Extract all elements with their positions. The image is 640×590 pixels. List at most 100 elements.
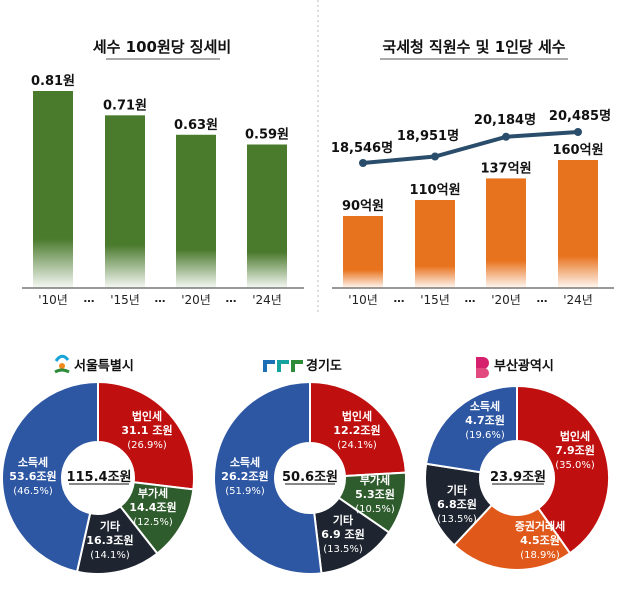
slice-pct: (35.0%) (555, 460, 595, 471)
slice-name: 기타 (333, 513, 354, 527)
x-tick-label: '20년 (491, 293, 521, 307)
bar-value-labels: 90억원 110억원 137억원 160억원 (342, 143, 604, 214)
gap-marker: … (226, 292, 237, 305)
bars (33, 91, 287, 288)
line-point (359, 159, 367, 167)
bars (343, 160, 598, 288)
line-value-label: 20,184명 (474, 112, 536, 128)
slice-name: 소득세 (230, 455, 260, 469)
slice-pct: (12.5%) (133, 517, 173, 528)
slice-label: 소득세 26.2조원 (51.9%) (221, 455, 268, 497)
slice-name: 증권거래세 (515, 519, 566, 533)
line-value-labels: 18,546명 18,951명 20,184명 20,485명 (331, 108, 611, 156)
slice-pct: (14.1%) (90, 550, 130, 561)
slice-amount: 14.4조원 (129, 500, 176, 514)
gyeonggi-donut-chart: 경기도 50.6조원 법인세 12.2조원 (24.1%) 부가세 5.3조원 … (213, 358, 407, 575)
slice-label: 소득세 4.7조원 (19.6%) (465, 399, 505, 441)
slices (1, 380, 195, 575)
value-label: 0.81원 (31, 74, 75, 89)
donut-total: 50.6조원 (282, 470, 338, 485)
slice-labels: 법인세 7.9조원 (35.0%) 증권거래세 4.5조원 (18.9%) 기타… (437, 399, 595, 561)
slice-amount: 26.2조원 (221, 469, 268, 483)
value-label: 0.71원 (103, 98, 147, 113)
x-tick-labels: '10년 '15년 '20년 '24년 (38, 293, 282, 307)
line-point (574, 128, 582, 136)
gap-markers: … … … (394, 292, 548, 305)
slice-name: 법인세 (342, 409, 372, 423)
donut-total: 115.4조원 (66, 470, 131, 485)
slice-pct: (51.9%) (225, 486, 265, 497)
gap-marker: … (84, 292, 95, 305)
slice-label: 증권거래세 4.5조원 (18.9%) (515, 519, 566, 561)
slice-label: 기타 16.3조원 (14.1%) (86, 519, 133, 561)
line-point (502, 132, 510, 141)
x-tick-label: '20년 (181, 293, 211, 307)
staff-line-path (362, 130, 579, 165)
slice-amount: 16.3조원 (86, 533, 133, 547)
bar (558, 160, 598, 288)
slice (309, 380, 407, 478)
slice-amount: 4.5조원 (520, 533, 560, 547)
slice-pct: (13.5%) (323, 544, 363, 555)
x-tick-label: '24년 (252, 293, 282, 307)
line-value-label: 18,546명 (331, 140, 393, 156)
bar (105, 115, 145, 288)
slice-amount: 12.2조원 (333, 423, 380, 437)
busan-logo-icon (476, 357, 489, 378)
slice (516, 384, 610, 555)
slice-pct: (46.5%) (13, 486, 53, 497)
value-label: 0.59원 (245, 128, 289, 143)
slice-name: 기타 (100, 519, 121, 533)
gap-marker: … (465, 292, 476, 305)
line-point (431, 152, 439, 161)
donut-hole (276, 444, 344, 512)
line-value-label: 20,485명 (549, 108, 611, 124)
bar (176, 134, 216, 288)
staff-and-revenue-chart: 국세청 직원수 및 1인당 세수 90억원 110억원 137억원 160억원 … (331, 38, 614, 307)
slices (213, 380, 407, 575)
slice-name: 부가세 (138, 486, 168, 500)
slice-pct: (10.5%) (355, 504, 395, 515)
slice-pct: (19.6%) (465, 430, 505, 441)
slice-name: 기타 (447, 483, 468, 497)
seoul-donut-chart: 서울특별시 115.4조원 법인세 31.1 조원 (26.9%) 부가세 14… (1, 354, 195, 575)
chart-title: 세수 100원당 징세비 (93, 38, 231, 56)
slice-label: 소득세 53.6조원 (46.5%) (9, 455, 56, 497)
bar-value-label: 110억원 (409, 183, 460, 198)
slice-amount: 6.9 조원 (321, 527, 365, 541)
bar-value-label: 160억원 (552, 143, 603, 158)
line-value-label: 18,951명 (397, 128, 459, 144)
slice-label: 법인세 31.1 조원 (26.9%) (121, 409, 172, 451)
gap-marker: … (155, 292, 166, 305)
seoul-logo-icon (54, 354, 70, 374)
x-tick-label: '10년 (348, 293, 378, 307)
bar (486, 178, 526, 288)
slice-label: 부가세 14.4조원 (12.5%) (129, 486, 176, 528)
chart-title: 국세청 직원수 및 1인당 세수 (382, 38, 565, 56)
chart-title: 서울특별시 (74, 358, 134, 374)
slice-label: 법인세 12.2조원 (24.1%) (333, 409, 380, 451)
gap-marker: … (537, 292, 548, 305)
slice-labels: 법인세 31.1 조원 (26.9%) 부가세 14.4조원 (12.5%) 기… (9, 409, 176, 561)
slice-labels: 법인세 12.2조원 (24.1%) 부가세 5.3조원 (10.5%) 기타 … (221, 409, 395, 555)
slice-name: 법인세 (560, 429, 590, 443)
slice (452, 503, 572, 571)
gap-markers: … … … (84, 292, 237, 305)
value-labels: 0.81원 0.71원 0.63원 0.59원 (31, 74, 289, 143)
slice-label: 부가세 5.3조원 (10.5%) (355, 473, 395, 515)
bar (343, 216, 383, 288)
slice-amount: 4.7조원 (465, 413, 505, 427)
x-tick-label: '24년 (563, 293, 593, 307)
bar (415, 200, 455, 288)
slice-name: 법인세 (132, 409, 162, 423)
bar-value-label: 90억원 (342, 199, 384, 214)
bar (247, 144, 287, 288)
slice (97, 380, 195, 491)
slice-name: 부가세 (360, 473, 390, 487)
slice-pct: (13.5%) (437, 514, 477, 525)
slice (424, 384, 518, 474)
donut-total: 23.9조원 (490, 470, 546, 485)
donut-hole (481, 442, 553, 514)
slice-amount: 53.6조원 (9, 469, 56, 483)
